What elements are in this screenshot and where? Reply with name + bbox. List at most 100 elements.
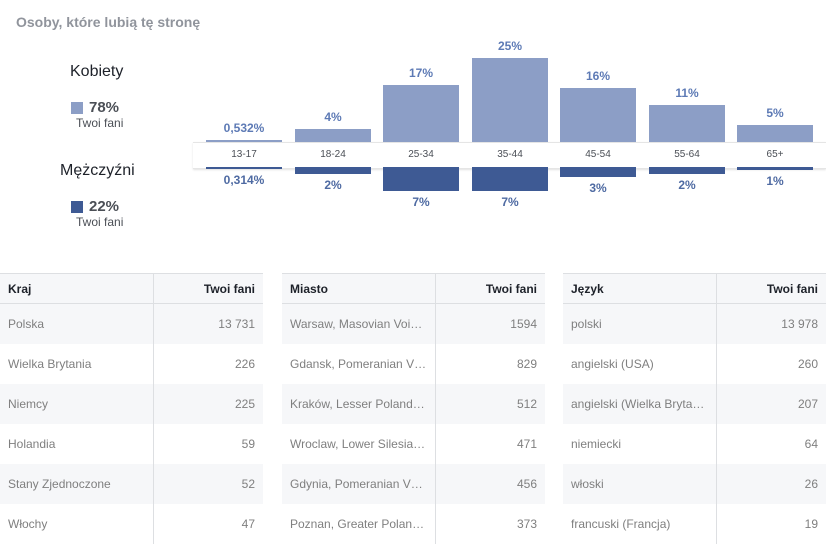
male-value-label: 2%	[678, 177, 696, 192]
fans-count: 52	[152, 464, 263, 504]
table-row: Niemcy 225	[0, 384, 263, 424]
column-header-city[interactable]: Miasto	[282, 273, 435, 304]
male-label: Mężczyźni	[60, 162, 135, 179]
table-row: niemiecki 64	[563, 424, 826, 464]
male-stat: 22%	[71, 198, 119, 215]
male-percent: 22%	[89, 198, 120, 215]
fans-count: 456	[434, 464, 545, 504]
fans-count: 260	[715, 344, 826, 384]
country-name: Wielka Brytania	[8, 357, 92, 371]
table-row: Gdansk, Pomeranian V… 829	[282, 344, 545, 384]
language-name: angielski (USA)	[571, 357, 654, 371]
country-name: Holandia	[8, 437, 56, 451]
female-label: Kobiety	[70, 63, 124, 80]
fans-count: 26	[715, 464, 826, 504]
female-swatch	[71, 101, 83, 114]
country-name: Stany Zjednoczone	[0, 464, 153, 504]
male-value-label: 7%	[412, 194, 430, 209]
table-row: Włochy 47	[0, 504, 263, 544]
table-row: angielski (Wielka Bryta… 207	[563, 384, 826, 424]
city-name: Wroclaw, Lower Silesia…	[290, 437, 426, 451]
male-value-label: 3%	[589, 181, 607, 196]
age-group-label: 35-44	[497, 149, 523, 160]
city-name: Gdansk, Pomeranian V…	[290, 357, 427, 371]
female-value-label: 17%	[408, 65, 434, 80]
female-bar-35-44	[472, 58, 548, 142]
male-swatch	[71, 200, 83, 213]
table-row: Wielka Brytania 226	[0, 344, 263, 384]
age-group-label: 45-54	[585, 149, 611, 160]
age-group-label: 55-64	[674, 149, 700, 160]
column-header-fans[interactable]: Twoi fani	[434, 273, 545, 304]
female-value-label: 16%	[585, 69, 611, 84]
city-name: Poznan, Greater Polan…	[290, 517, 425, 531]
table-row: Holandia 59	[0, 424, 263, 464]
female-bar-18-24	[295, 128, 371, 142]
fans-count: 47	[152, 504, 263, 544]
fans-count: 829	[434, 344, 545, 384]
fans-count: 59	[152, 424, 263, 464]
fans-count: 13 731	[152, 303, 263, 344]
female-value-label: 0,532%	[223, 121, 265, 135]
male-bar-45-54	[560, 167, 636, 178]
male-bar-55-64	[649, 167, 725, 174]
male-value-label: 1%	[766, 174, 784, 189]
country-name: Włochy	[8, 517, 48, 531]
fans-count: 13 978	[715, 303, 826, 344]
city-table: Miasto Twoi fani Warsaw, Masovian Voi… 1594…	[282, 273, 545, 544]
table-row: włoski 26	[563, 464, 826, 504]
country-table: Kraj Twoi fani Polska 13 731 Wielka Brytania…	[0, 273, 263, 544]
age-group-label: 25-34	[408, 149, 434, 160]
male-bar-25-34	[383, 167, 459, 191]
female-bar-13-17	[206, 140, 282, 142]
column-header-fans[interactable]: Twoi fani	[152, 273, 263, 304]
table-row: Kraków, Lesser Poland… 512	[282, 384, 545, 424]
age-group-label: 65+	[766, 149, 784, 160]
fans-count: 471	[434, 424, 545, 464]
female-value-label: 5%	[766, 106, 784, 121]
fans-count: 225	[152, 384, 263, 424]
male-sub: Twoi fani	[76, 215, 124, 229]
table-row: Wroclaw, Lower Silesia… 471	[282, 424, 545, 464]
table-row: Polska 13 731	[0, 303, 263, 344]
table-row: Warsaw, Masovian Voi… 1594	[282, 303, 545, 344]
city-name: Kraków, Lesser Poland…	[282, 384, 435, 424]
language-name: polski	[563, 303, 716, 344]
fans-count: 373	[434, 504, 545, 544]
column-header-country[interactable]: Kraj	[0, 273, 153, 304]
table-row: Stany Zjednoczone 52	[0, 464, 263, 504]
fans-count: 226	[152, 344, 263, 384]
female-bar-45-54	[560, 88, 636, 142]
language-table: Język Twoi fani polski 13 978 angielski (USA…	[563, 273, 826, 544]
column-header-language[interactable]: Język	[563, 273, 716, 304]
city-name: Gdynia, Pomeranian V…	[282, 464, 435, 504]
language-name: niemiecki	[571, 437, 622, 451]
fans-count: 512	[434, 384, 545, 424]
language-name: włoski	[563, 464, 716, 504]
fans-count: 19	[715, 504, 826, 544]
table-row: Poznan, Greater Polan… 373	[282, 504, 545, 544]
language-name: angielski (Wielka Bryta…	[563, 384, 716, 424]
female-value-label: 25%	[497, 39, 523, 53]
male-bar-13-17	[206, 167, 282, 169]
city-name: Warsaw, Masovian Voi…	[282, 303, 435, 344]
country-name: Niemcy	[0, 384, 153, 424]
fans-count: 207	[715, 384, 826, 424]
age-group-label: 13-17	[231, 149, 257, 160]
fans-count: 1594	[434, 303, 545, 344]
female-bar-55-64	[649, 105, 725, 142]
male-value-label: 2%	[324, 177, 342, 192]
female-percent: 78%	[89, 99, 120, 116]
female-sub: Twoi fani	[76, 116, 124, 130]
male-bar-18-24	[295, 167, 371, 174]
female-stat: 78%	[71, 99, 119, 116]
female-value-label: 4%	[324, 109, 342, 124]
column-header-fans[interactable]: Twoi fani	[715, 273, 826, 304]
table-row: polski 13 978	[563, 303, 826, 344]
female-bar-65+	[737, 125, 813, 142]
section-title: Osoby, które lubią tę stronę	[16, 14, 201, 30]
male-value-label: 0,314%	[223, 173, 265, 187]
fans-count: 64	[715, 424, 826, 464]
country-name: Polska	[0, 303, 153, 344]
male-bar-35-44	[472, 167, 548, 191]
